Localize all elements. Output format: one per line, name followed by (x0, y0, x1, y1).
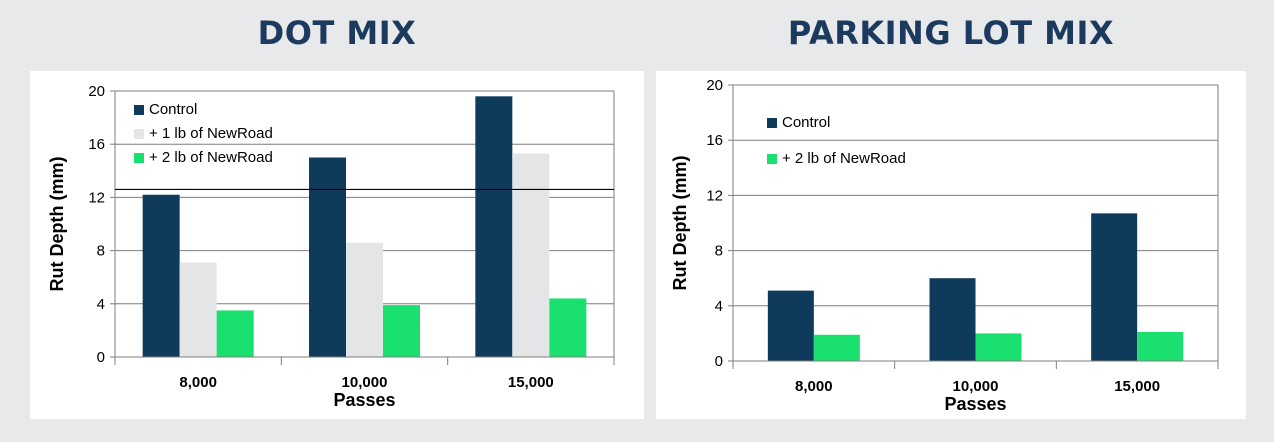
parking-lot-mix-y-tick-label: 16 (706, 132, 723, 149)
dot-mix-x-tick-label: 8,000 (179, 374, 217, 391)
dot-mix-x-tick-label: 10,000 (342, 374, 388, 391)
parking-lot-mix-chart: 0 4 8 12 16 20 8,000 10,000 15,000 Passes Rut Dept… (670, 77, 1219, 414)
parking-lot-mix-bar-2-2 (975, 333, 1022, 361)
parking-lot-mix-y-tick-label: 4 (715, 298, 723, 315)
parking-lot-mix-x-axis-label: Passes (944, 394, 1006, 414)
parking-lot-mix-y-tick-label: 8 (715, 243, 723, 260)
dot-mix-y-tick-label: 12 (88, 189, 105, 206)
parking-lot-mix-x-tick-label: 8,000 (795, 378, 833, 395)
dot-mix-y-tick-label: 0 (97, 349, 105, 366)
dot-mix-bar-1-3 (475, 96, 513, 357)
dot-mix-legend-swatch-1 (134, 105, 144, 115)
dot-mix-bar-2-2 (346, 242, 383, 357)
parking-lot-mix-legend-swatch-2 (767, 154, 777, 164)
parking-lot-mix-bar-1-3 (1091, 213, 1138, 361)
dot-mix-bar-1-2 (309, 157, 346, 357)
dot-mix-y-tick-label: 20 (88, 83, 105, 100)
dot-mix-bar-3-3 (549, 298, 587, 357)
dot-mix-x-tick-label: 15,000 (508, 374, 554, 391)
dot-mix-heading: DOT MIX (257, 14, 417, 52)
parking-lot-mix-bar-1-2 (929, 278, 976, 361)
parking-lot-mix-bar-1-1 (767, 290, 814, 361)
dot-mix-chart: 0 4 8 12 16 20 8,000 10,000 15,000 Passes Rut Dept… (47, 83, 615, 410)
parking-lot-mix-x-tick-label: 10,000 (953, 378, 999, 395)
parking-lot-mix-heading: PARKING LOT MIX (787, 14, 1115, 52)
parking-lot-mix-legend-label-2: + 2 lb of NewRoad (782, 150, 906, 167)
dot-mix-bar-1-1 (142, 194, 180, 357)
dot-mix-legend-label-1: Control (149, 101, 197, 118)
dot-mix-y-tick-label: 16 (88, 136, 105, 153)
dot-mix-y-axis-label: Rut Depth (mm) (47, 157, 67, 292)
parking-lot-mix-chart-panel: 0 4 8 12 16 20 8,000 10,000 15,000 Passes Rut Dept… (656, 71, 1246, 419)
parking-lot-mix-bar-2-3 (1137, 332, 1184, 361)
dot-mix-y-tick-label: 8 (97, 243, 105, 260)
parking-lot-mix-y-tick-label: 20 (706, 77, 723, 94)
dot-mix-legend-label-2: + 1 lb of NewRoad (149, 125, 273, 142)
dot-mix-x-axis-label: Passes (333, 390, 395, 410)
dot-mix-y-tick-label: 4 (97, 296, 105, 313)
dot-mix-legend-swatch-2 (134, 129, 144, 139)
dot-mix-bar-2-1 (179, 262, 217, 357)
parking-lot-mix-bar-2-1 (813, 334, 860, 361)
parking-lot-mix-legend-swatch-1 (767, 118, 777, 128)
parking-lot-mix-y-axis-label: Rut Depth (mm) (670, 156, 690, 291)
dot-mix-bar-2-3 (512, 153, 550, 357)
parking-lot-mix-x-tick-label: 15,000 (1114, 378, 1160, 395)
parking-lot-mix-legend-label-1: Control (782, 114, 830, 131)
dot-mix-bar-3-1 (216, 310, 254, 357)
parking-lot-mix-y-tick-label: 0 (715, 353, 723, 370)
dot-mix-legend-label-3: + 2 lb of NewRoad (149, 149, 273, 166)
parking-lot-mix-y-tick-label: 12 (706, 187, 723, 204)
dot-mix-chart-panel: 0 4 8 12 16 20 8,000 10,000 15,000 Passes Rut Dept… (30, 71, 644, 419)
dot-mix-bar-3-2 (383, 305, 420, 357)
dot-mix-legend-swatch-3 (134, 153, 144, 163)
